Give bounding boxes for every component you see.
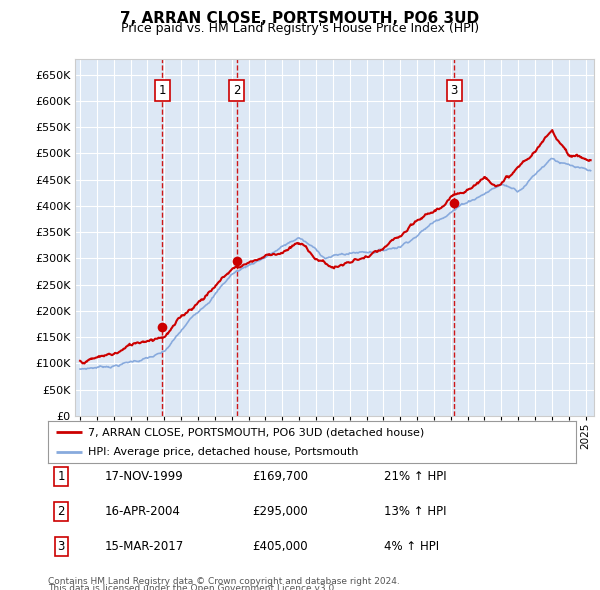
Text: 7, ARRAN CLOSE, PORTSMOUTH, PO6 3UD (detached house): 7, ARRAN CLOSE, PORTSMOUTH, PO6 3UD (det…: [88, 427, 424, 437]
Text: Contains HM Land Registry data © Crown copyright and database right 2024.: Contains HM Land Registry data © Crown c…: [48, 577, 400, 586]
Text: 15-MAR-2017: 15-MAR-2017: [105, 540, 184, 553]
Text: £295,000: £295,000: [252, 505, 308, 518]
Text: 3: 3: [451, 84, 458, 97]
Text: 7, ARRAN CLOSE, PORTSMOUTH, PO6 3UD: 7, ARRAN CLOSE, PORTSMOUTH, PO6 3UD: [121, 11, 479, 25]
Text: £405,000: £405,000: [252, 540, 308, 553]
Text: 17-NOV-1999: 17-NOV-1999: [105, 470, 184, 483]
Text: 1: 1: [58, 470, 65, 483]
Text: 21% ↑ HPI: 21% ↑ HPI: [384, 470, 446, 483]
Text: 2: 2: [233, 84, 241, 97]
Text: 13% ↑ HPI: 13% ↑ HPI: [384, 505, 446, 518]
Text: 16-APR-2004: 16-APR-2004: [105, 505, 181, 518]
Text: Price paid vs. HM Land Registry's House Price Index (HPI): Price paid vs. HM Land Registry's House …: [121, 22, 479, 35]
Text: 3: 3: [58, 540, 65, 553]
Text: HPI: Average price, detached house, Portsmouth: HPI: Average price, detached house, Port…: [88, 447, 358, 457]
Text: £169,700: £169,700: [252, 470, 308, 483]
Text: 4% ↑ HPI: 4% ↑ HPI: [384, 540, 439, 553]
Text: This data is licensed under the Open Government Licence v3.0.: This data is licensed under the Open Gov…: [48, 584, 337, 590]
Text: 1: 1: [158, 84, 166, 97]
Text: 2: 2: [58, 505, 65, 518]
